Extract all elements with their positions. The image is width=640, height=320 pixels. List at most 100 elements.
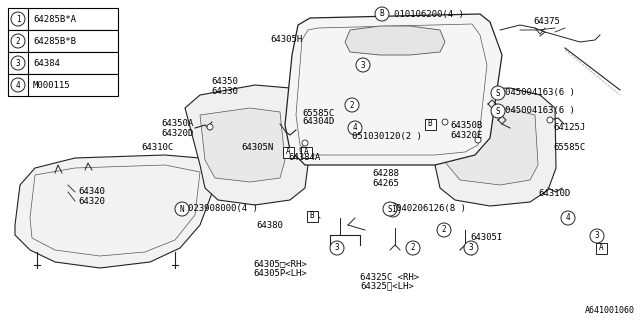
Text: 64288: 64288: [372, 170, 399, 179]
Circle shape: [356, 58, 370, 72]
Text: 64320D: 64320D: [162, 129, 194, 138]
Text: 65585C: 65585C: [302, 108, 334, 117]
Polygon shape: [345, 26, 445, 55]
Polygon shape: [185, 85, 308, 205]
Text: S: S: [388, 204, 392, 213]
Text: 64384: 64384: [33, 59, 60, 68]
Text: 2: 2: [442, 226, 446, 235]
Bar: [8, 74, 118, 96]
Circle shape: [561, 211, 575, 225]
Text: B: B: [428, 119, 432, 129]
Text: 4: 4: [353, 124, 357, 132]
Text: 010106200(4 ): 010106200(4 ): [394, 10, 464, 19]
Circle shape: [437, 223, 451, 237]
Text: 051030120(2 ): 051030120(2 ): [352, 132, 422, 141]
Bar: [282, 147, 294, 157]
Text: 1: 1: [390, 205, 396, 214]
Bar: [8, 52, 118, 74]
Text: 64350A: 64350A: [162, 119, 194, 129]
Text: 64320: 64320: [78, 196, 105, 205]
Text: 64305N: 64305N: [242, 142, 274, 151]
Text: 040206126(8 ): 040206126(8 ): [396, 204, 466, 213]
Text: 65585C: 65585C: [553, 143, 585, 153]
Text: 045004163(6 ): 045004163(6 ): [505, 107, 575, 116]
Text: 64384A: 64384A: [288, 154, 320, 163]
Circle shape: [442, 119, 448, 125]
Bar: [307, 211, 317, 221]
Bar: [8, 30, 118, 52]
Circle shape: [207, 124, 213, 130]
Circle shape: [547, 117, 553, 123]
Text: S: S: [496, 89, 500, 98]
Circle shape: [475, 137, 481, 143]
Circle shape: [330, 241, 344, 255]
Circle shape: [11, 12, 25, 26]
Text: 64305□<RH>: 64305□<RH>: [253, 260, 307, 268]
Polygon shape: [200, 108, 285, 182]
Polygon shape: [445, 108, 538, 185]
Text: 64125J: 64125J: [553, 124, 585, 132]
Text: 64325Ⅱ<LH>: 64325Ⅱ<LH>: [360, 282, 413, 291]
Circle shape: [464, 241, 478, 255]
Text: 1: 1: [16, 14, 20, 23]
Text: A: A: [598, 244, 604, 252]
Polygon shape: [285, 14, 502, 165]
Text: 3: 3: [16, 59, 20, 68]
Bar: [8, 8, 118, 30]
Circle shape: [11, 56, 25, 70]
Circle shape: [348, 121, 362, 135]
Text: 3: 3: [468, 244, 474, 252]
Text: 64310C: 64310C: [141, 142, 174, 151]
Text: 2: 2: [349, 100, 355, 109]
Circle shape: [11, 78, 25, 92]
Circle shape: [386, 203, 400, 217]
Text: 3: 3: [361, 60, 365, 69]
Polygon shape: [15, 155, 215, 268]
Text: 64350: 64350: [211, 77, 238, 86]
Circle shape: [491, 86, 505, 100]
Text: 64310D: 64310D: [538, 188, 570, 197]
Text: B: B: [310, 212, 314, 220]
Circle shape: [175, 202, 189, 216]
Circle shape: [375, 7, 389, 21]
Circle shape: [491, 104, 505, 118]
Text: 3: 3: [335, 244, 339, 252]
Text: 64330: 64330: [211, 86, 238, 95]
Circle shape: [383, 202, 397, 216]
Text: A641001060: A641001060: [585, 306, 635, 315]
Text: 3: 3: [595, 231, 599, 241]
Text: 2: 2: [16, 36, 20, 45]
Text: 64305I: 64305I: [470, 234, 502, 243]
Text: 64265: 64265: [372, 179, 399, 188]
Text: 64285B*B: 64285B*B: [33, 36, 76, 45]
Polygon shape: [430, 88, 556, 206]
Text: 64305P<LH>: 64305P<LH>: [253, 268, 307, 277]
Circle shape: [11, 34, 25, 48]
Text: 64320E: 64320E: [450, 131, 483, 140]
Text: 2: 2: [411, 244, 415, 252]
Text: 64375: 64375: [533, 18, 560, 27]
Text: 64304D: 64304D: [302, 117, 334, 126]
Bar: [595, 243, 607, 253]
Text: 64340: 64340: [78, 188, 105, 196]
Circle shape: [302, 140, 308, 146]
Bar: [301, 147, 312, 157]
Text: M000115: M000115: [33, 81, 70, 90]
Text: 4: 4: [16, 81, 20, 90]
Text: A: A: [304, 148, 308, 156]
Circle shape: [590, 229, 604, 243]
Text: 045004163(6 ): 045004163(6 ): [505, 89, 575, 98]
Circle shape: [300, 147, 306, 153]
Text: B: B: [380, 10, 384, 19]
Text: 64350B: 64350B: [450, 122, 483, 131]
Circle shape: [345, 98, 359, 112]
Text: A: A: [285, 148, 291, 156]
Text: 023908000(4 ): 023908000(4 ): [188, 204, 258, 213]
Text: 64380: 64380: [256, 220, 283, 229]
Bar: [424, 118, 435, 130]
Circle shape: [406, 241, 420, 255]
Text: 64285B*A: 64285B*A: [33, 14, 76, 23]
Text: S: S: [496, 107, 500, 116]
Text: 4: 4: [566, 213, 570, 222]
Text: 64325C <RH>: 64325C <RH>: [360, 273, 419, 282]
